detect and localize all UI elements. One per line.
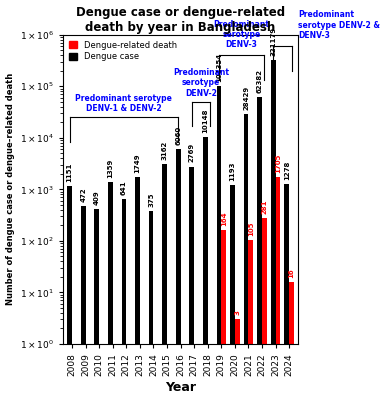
Text: Predominant serotype
DENV-1 & DENV-2: Predominant serotype DENV-1 & DENV-2	[76, 94, 173, 113]
Text: 641: 641	[121, 181, 127, 195]
Bar	[221, 230, 226, 400]
Text: 2769: 2769	[189, 143, 195, 162]
Bar	[284, 184, 289, 400]
Text: Predominant
serotype
DENV-3: Predominant serotype DENV-3	[214, 20, 270, 49]
Legend: Dengue-related death, Dengue case: Dengue-related death, Dengue case	[67, 39, 179, 63]
Text: 28429: 28429	[243, 86, 249, 110]
Bar	[262, 218, 267, 400]
Text: 101354: 101354	[216, 53, 222, 82]
Bar	[289, 282, 294, 400]
Text: 472: 472	[80, 188, 86, 202]
Bar	[149, 211, 154, 400]
X-axis label: Year: Year	[165, 382, 196, 394]
Bar	[230, 186, 235, 400]
Y-axis label: Number of dengue case or dengue-related death: Number of dengue case or dengue-related …	[5, 73, 15, 306]
Text: 3162: 3162	[162, 140, 168, 160]
Text: 10148: 10148	[202, 109, 208, 133]
Bar	[203, 138, 208, 400]
Bar	[135, 177, 140, 400]
Text: 375: 375	[148, 193, 154, 207]
Text: 321179: 321179	[270, 27, 276, 56]
Bar	[108, 182, 113, 400]
Bar	[162, 164, 167, 400]
Bar	[235, 319, 240, 400]
Text: 3: 3	[234, 310, 240, 315]
Text: Predominant
serotype
DENV-2: Predominant serotype DENV-2	[173, 68, 229, 98]
Bar	[95, 209, 99, 400]
Text: 105: 105	[248, 221, 254, 236]
Bar	[244, 114, 249, 400]
Text: 1278: 1278	[284, 160, 290, 180]
Text: 1705: 1705	[275, 154, 281, 173]
Bar	[249, 240, 253, 400]
Bar	[271, 60, 276, 400]
Text: 1151: 1151	[67, 163, 73, 182]
Text: Predominant
serotype DENV-2 &
DENV-3: Predominant serotype DENV-2 & DENV-3	[298, 10, 380, 40]
Bar	[217, 86, 221, 400]
Bar	[122, 199, 126, 400]
Text: 1749: 1749	[134, 153, 141, 173]
Text: 409: 409	[94, 190, 100, 205]
Bar	[67, 186, 72, 400]
Text: 6060: 6060	[175, 126, 181, 145]
Text: 281: 281	[261, 199, 267, 214]
Text: 164: 164	[221, 211, 227, 226]
Bar	[176, 149, 181, 400]
Bar	[81, 206, 86, 400]
Text: 16: 16	[289, 268, 295, 278]
Bar	[257, 97, 262, 400]
Text: 1193: 1193	[230, 162, 235, 181]
Text: 62382: 62382	[257, 69, 262, 93]
Text: 1359: 1359	[107, 159, 113, 178]
Title: Dengue case or dengue-related
death by year in Bangladesh: Dengue case or dengue-related death by y…	[76, 6, 285, 34]
Bar	[190, 166, 194, 400]
Bar	[276, 178, 280, 400]
